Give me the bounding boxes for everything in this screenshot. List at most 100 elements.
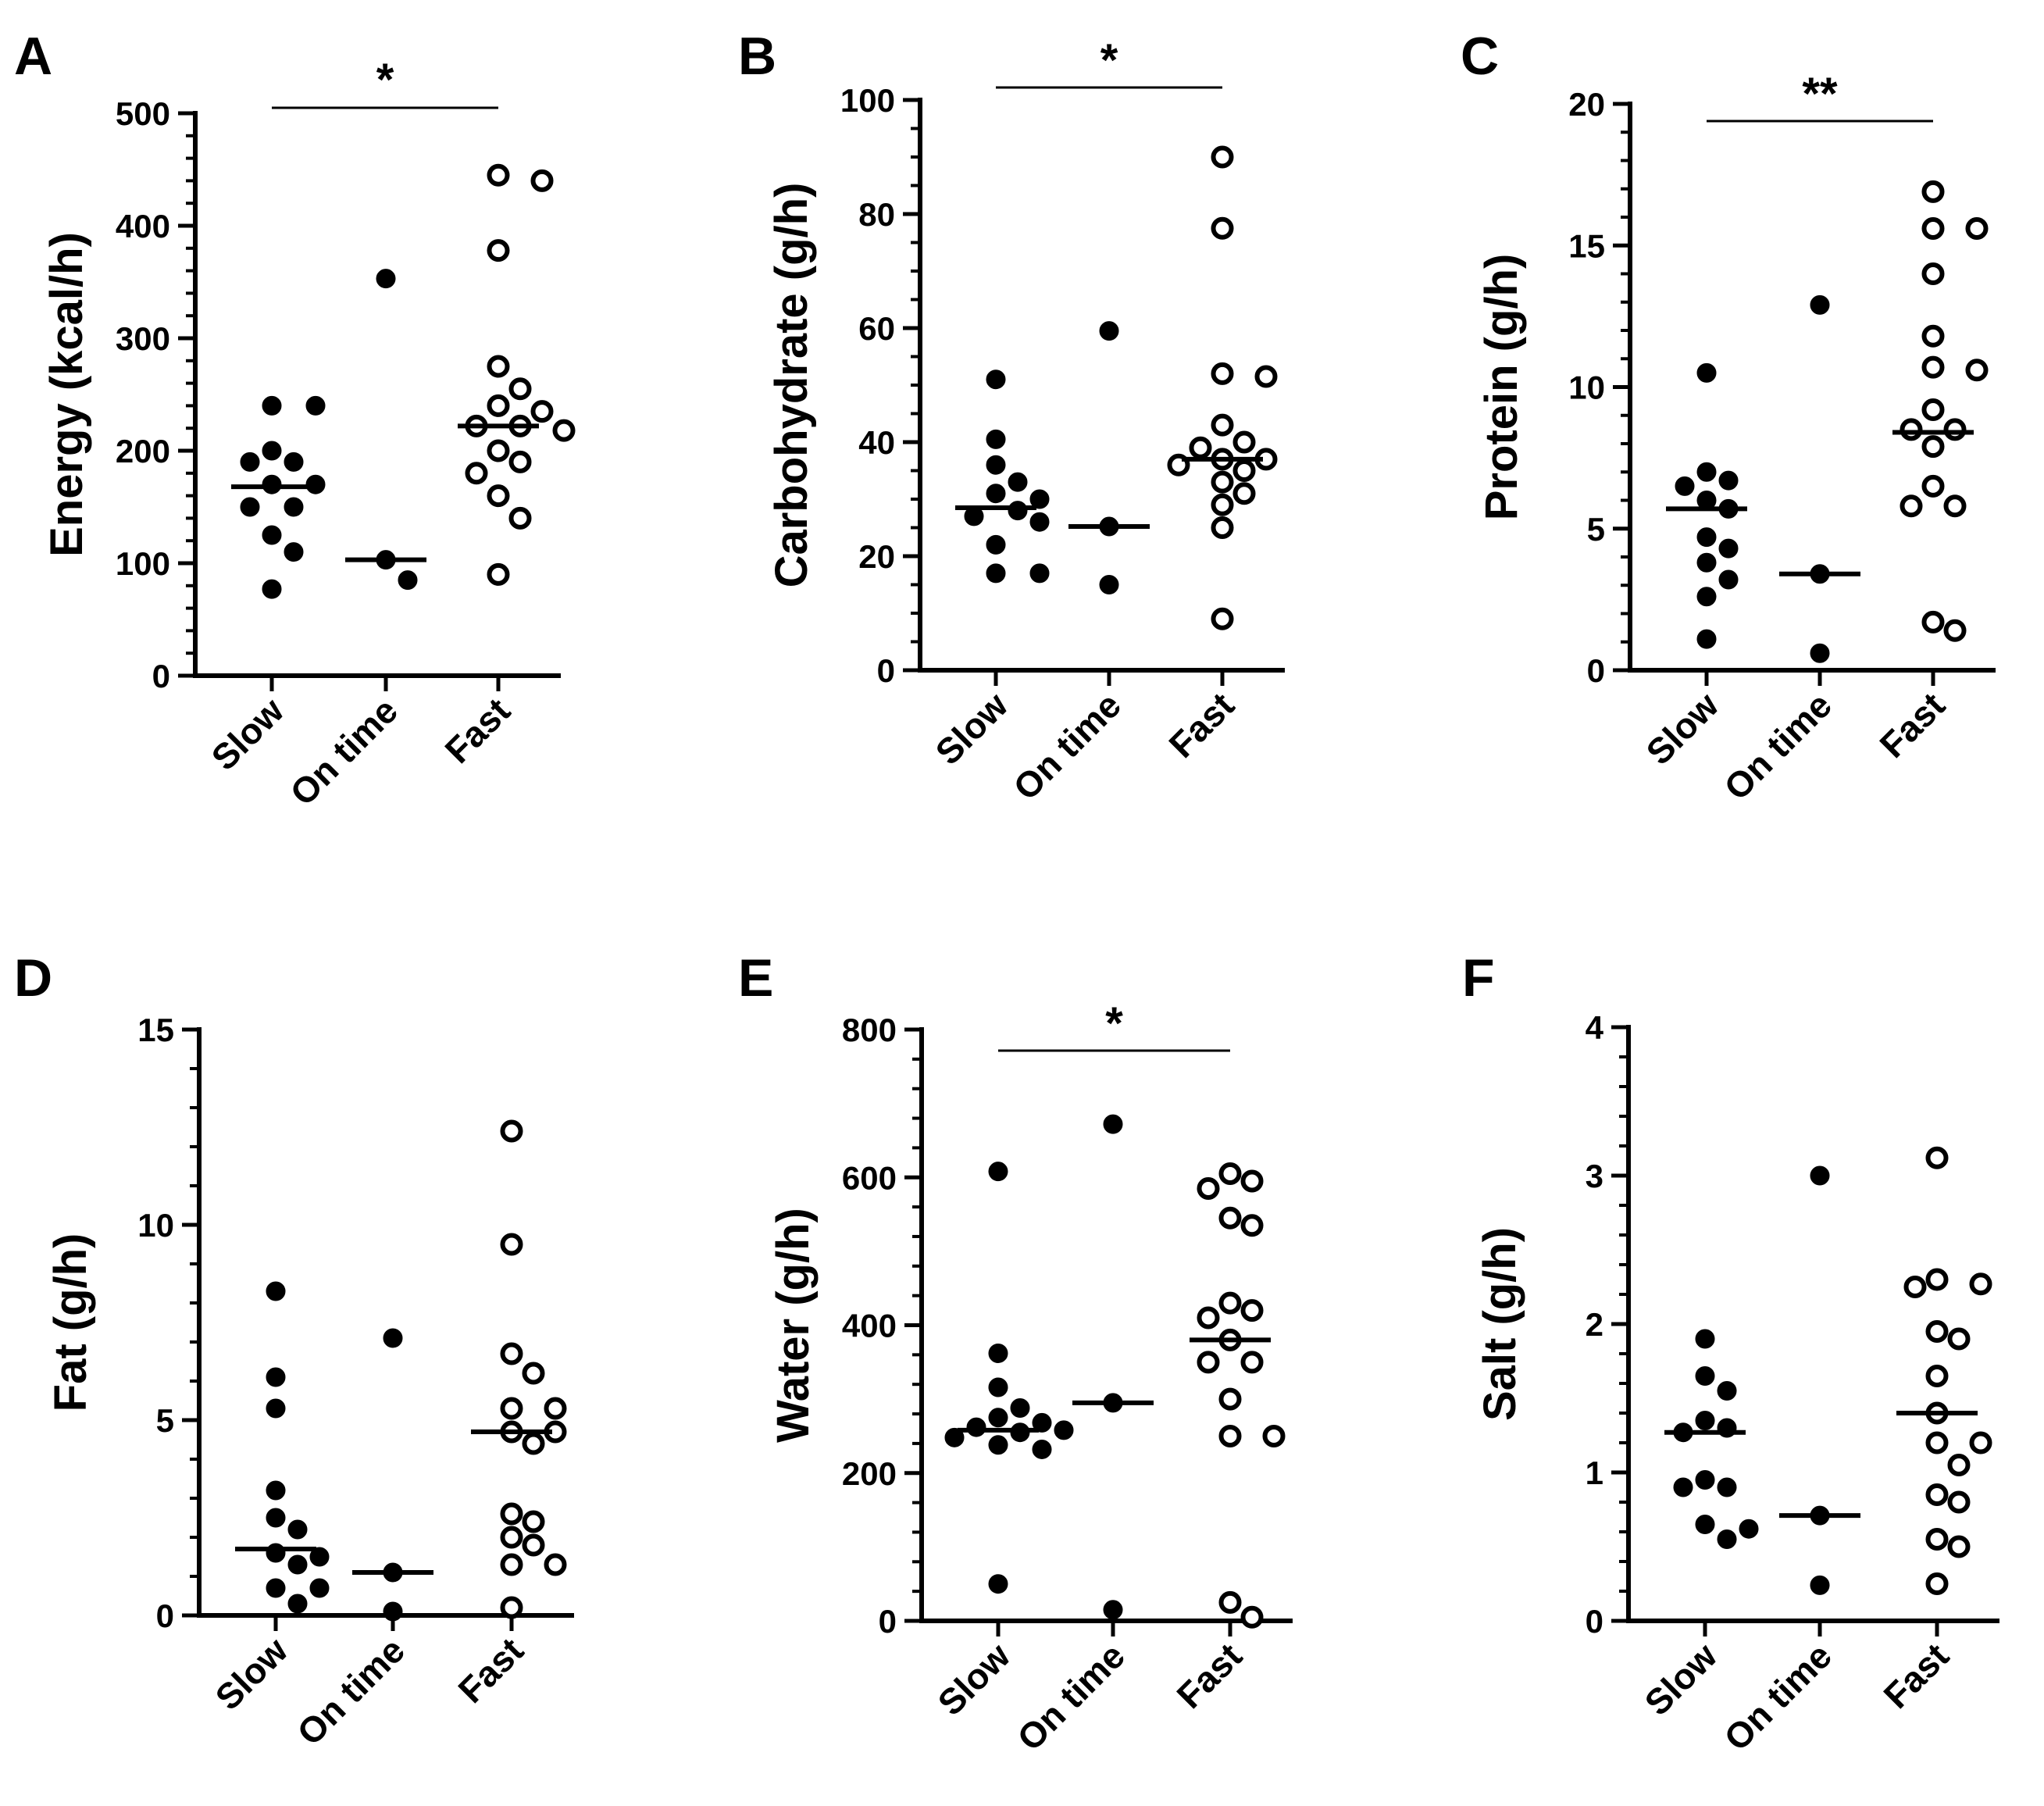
y-tick-label: 100 <box>116 545 170 582</box>
data-point <box>1696 587 1717 607</box>
data-point <box>262 395 282 416</box>
data-point <box>1032 1439 1052 1459</box>
data-point <box>988 1408 1008 1428</box>
data-point <box>287 1554 308 1575</box>
y-tick-label: 0 <box>156 1597 174 1634</box>
data-point <box>1903 1276 1927 1298</box>
data-point <box>262 579 282 599</box>
y-tick-label: 400 <box>842 1308 897 1344</box>
data-point <box>487 562 510 586</box>
data-point <box>522 1362 545 1385</box>
data-point <box>1211 607 1234 630</box>
data-point <box>544 1553 567 1576</box>
y-tick-label: 800 <box>842 1012 897 1048</box>
x-tick-label: On time <box>1716 1635 1839 1758</box>
data-point <box>1943 619 1967 642</box>
data-point <box>1965 359 1989 382</box>
data-point <box>240 452 260 472</box>
data-point <box>944 1427 965 1447</box>
y-tick-label: 600 <box>842 1159 897 1196</box>
significance-label: ** <box>1802 69 1838 120</box>
data-point <box>1718 569 1739 590</box>
x-tick-label: On time <box>1005 684 1129 808</box>
data-point <box>1240 1605 1264 1629</box>
y-tick-label: 2 <box>1586 1306 1603 1343</box>
panel-letter: E <box>738 948 773 1008</box>
data-point <box>1718 470 1739 491</box>
y-tick-label: 3 <box>1586 1158 1603 1194</box>
data-point <box>988 1435 1008 1455</box>
data-point <box>1218 1162 1242 1186</box>
data-point <box>522 1432 545 1455</box>
data-point <box>284 452 304 472</box>
data-point <box>1197 1306 1220 1330</box>
y-tick-label: 0 <box>877 652 895 689</box>
y-tick-label: 80 <box>858 196 895 233</box>
data-point <box>1696 362 1717 383</box>
y-tick-label: 0 <box>1587 652 1605 689</box>
data-point <box>1810 1165 1830 1186</box>
x-tick-label: Fast <box>1168 1635 1250 1716</box>
data-point <box>1673 1477 1693 1497</box>
data-point <box>487 439 510 462</box>
data-point <box>487 163 510 187</box>
data-point <box>1218 1291 1242 1315</box>
data-point <box>1103 1600 1123 1620</box>
data-point <box>487 355 510 378</box>
data-point <box>986 534 1006 555</box>
y-tick-label: 5 <box>156 1402 174 1439</box>
data-point <box>1717 1477 1737 1497</box>
data-point <box>986 369 1006 390</box>
data-point <box>508 450 532 473</box>
data-point <box>1254 365 1278 388</box>
data-point <box>986 563 1006 584</box>
data-point <box>988 1162 1008 1182</box>
data-point <box>1695 1366 1715 1386</box>
data-point <box>1695 1329 1715 1349</box>
y-tick-label: 15 <box>137 1012 174 1048</box>
data-point <box>1925 1268 1949 1291</box>
data-point <box>487 484 510 508</box>
data-point <box>398 570 418 591</box>
data-point <box>1197 1176 1220 1200</box>
y-tick-label: 10 <box>1568 369 1605 406</box>
x-tick-label: On time <box>1716 684 1839 808</box>
panel-letter: F <box>1462 948 1495 1008</box>
data-point <box>522 1510 545 1533</box>
x-tick-label: Fast <box>450 1629 531 1711</box>
data-point <box>1103 1114 1123 1134</box>
significance-label: * <box>1100 35 1118 86</box>
y-tick-label: 5 <box>1587 511 1605 548</box>
x-tick-label: On time <box>289 1629 412 1753</box>
data-point <box>500 1553 523 1576</box>
data-point <box>1925 1320 1949 1343</box>
data-point <box>1029 563 1050 584</box>
data-point <box>1008 472 1028 492</box>
data-point <box>1029 512 1050 532</box>
data-point <box>1240 1214 1264 1237</box>
panel-letter: B <box>738 27 776 86</box>
data-point <box>1943 494 1967 518</box>
data-point <box>1240 1351 1264 1374</box>
data-point <box>1921 324 1945 348</box>
x-tick-label: On time <box>1009 1635 1133 1758</box>
data-point <box>1717 1381 1737 1401</box>
data-point <box>1211 516 1234 539</box>
y-tick-label: 40 <box>858 424 895 461</box>
x-tick-label: Fast <box>437 690 518 771</box>
x-tick-label: Fast <box>1875 1635 1957 1716</box>
data-point <box>1965 217 1989 240</box>
data-point <box>1925 1528 1949 1551</box>
significance-label: * <box>1105 998 1123 1049</box>
x-tick-label: Slow <box>207 1629 295 1718</box>
data-point <box>1925 1146 1949 1169</box>
data-point <box>1925 1431 1949 1454</box>
data-point <box>1696 527 1717 548</box>
data-point <box>1099 321 1119 341</box>
data-point <box>309 1578 330 1598</box>
data-point <box>544 1397 567 1420</box>
